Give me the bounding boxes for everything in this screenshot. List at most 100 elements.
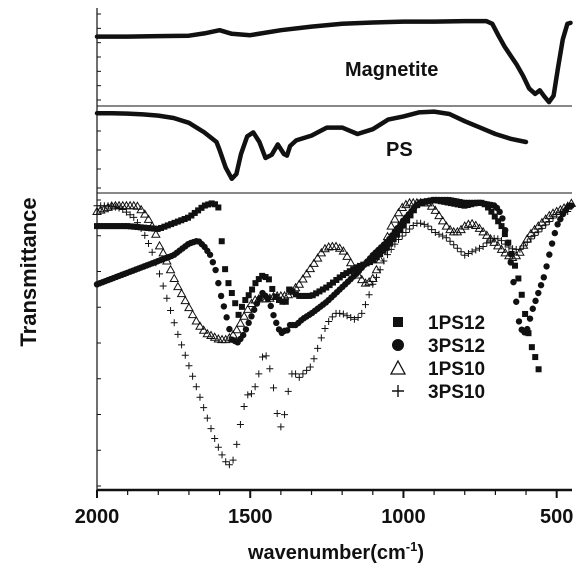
point-1PS10: [489, 237, 500, 246]
point-3PS10: [501, 240, 509, 248]
point-3PS12: [251, 306, 258, 313]
point-1PS10: [147, 221, 158, 230]
point-3PS10: [133, 219, 141, 227]
point-3PS10: [126, 211, 134, 219]
point-3PS10: [479, 242, 487, 250]
point-1PS12: [235, 311, 242, 318]
point-1PS10: [397, 202, 408, 211]
point-3PS10: [284, 387, 292, 395]
point-3PS10: [317, 334, 325, 342]
point-3PS10: [163, 294, 171, 302]
point-1PS12: [191, 209, 198, 216]
point-1PS12: [124, 223, 131, 230]
point-1PS10: [430, 205, 441, 214]
point-1PS10: [187, 309, 198, 319]
point-3PS10: [461, 251, 469, 259]
point-1PS10: [250, 295, 260, 304]
point-3PS10: [159, 282, 167, 290]
point-3PS12: [245, 319, 252, 327]
point-1PS10: [463, 219, 474, 228]
point-3PS12: [226, 325, 233, 333]
point-1PS12: [201, 202, 208, 209]
point-3PS10: [553, 210, 561, 218]
point-1PS10: [165, 264, 176, 274]
point-3PS12: [504, 239, 512, 247]
point-3PS10: [273, 410, 281, 418]
point-1PS10: [202, 328, 213, 338]
x-tick-label: 1500: [228, 506, 273, 528]
point-3PS10: [387, 245, 395, 253]
point-1PS12: [390, 236, 397, 243]
series-line-magnetite: [94, 18, 573, 105]
point-1PS12: [154, 225, 161, 232]
point-3PS10: [527, 235, 535, 243]
point-3PS10: [468, 248, 476, 256]
point-1PS12: [120, 223, 127, 230]
point-3PS10: [306, 363, 314, 371]
point-3PS10: [137, 224, 145, 232]
point-1PS12: [329, 279, 336, 286]
point-3PS10: [104, 202, 112, 210]
point-3PS10: [372, 273, 380, 281]
point-1PS12: [110, 223, 117, 230]
point-1PS12: [134, 224, 141, 231]
series-3PS12: [93, 196, 575, 346]
point-3PS12: [248, 313, 255, 320]
point-3PS12: [501, 226, 509, 234]
y-axis-title: Transmittance: [16, 197, 41, 346]
point-1PS10: [143, 214, 154, 223]
point-1PS10: [239, 311, 249, 320]
series-points: [92, 196, 577, 469]
point-1PS10: [334, 243, 345, 252]
point-1PS10: [235, 318, 246, 327]
panel-label-ps: PS: [386, 139, 413, 161]
point-1PS12: [174, 218, 181, 225]
point-1PS10: [338, 246, 349, 255]
point-1PS10: [154, 240, 165, 250]
point-3PS10: [453, 244, 461, 252]
point-1PS10: [566, 198, 577, 207]
point-1PS10: [309, 258, 319, 267]
point-3PS10: [222, 458, 230, 466]
point-1PS12: [100, 223, 107, 230]
point-3PS10: [483, 239, 491, 247]
point-1PS12: [501, 231, 508, 238]
point-1PS12: [498, 223, 505, 230]
point-3PS10: [409, 222, 417, 230]
point-3PS10: [538, 224, 546, 232]
point-3PS10: [354, 313, 362, 321]
point-1PS10: [162, 256, 172, 265]
x-axis-title-exponent: -1: [406, 539, 418, 554]
point-1PS12: [211, 201, 218, 208]
point-1PS12: [279, 298, 286, 305]
point-1PS10: [261, 293, 272, 303]
point-3PS12: [557, 215, 564, 223]
point-1PS12: [249, 286, 256, 293]
point-1PS12: [164, 222, 171, 229]
point-1PS12: [535, 366, 542, 373]
point-3PS12: [217, 292, 225, 300]
point-3PS10: [266, 365, 274, 373]
point-1PS10: [500, 247, 511, 257]
point-3PS10: [398, 232, 406, 240]
point-1PS10: [375, 254, 386, 264]
point-3PS10: [384, 251, 392, 259]
point-3PS10: [251, 383, 259, 391]
point-3PS10: [130, 213, 138, 221]
point-3PS10: [144, 240, 152, 248]
point-3PS10: [472, 246, 480, 254]
point-3PS10: [556, 209, 564, 217]
series-3PS10: [93, 202, 572, 469]
point-1PS12: [222, 266, 229, 273]
point-1PS12: [377, 251, 384, 258]
point-1PS12: [333, 276, 340, 283]
point-1PS10: [441, 221, 452, 230]
point-1PS10: [195, 321, 205, 330]
point-3PS10: [119, 206, 127, 214]
point-3PS10: [295, 373, 303, 381]
point-3PS10: [406, 225, 414, 233]
point-3PS10: [111, 203, 119, 211]
point-1PS12: [188, 212, 195, 219]
point-1PS12: [340, 272, 347, 279]
point-1PS10: [169, 273, 180, 282]
